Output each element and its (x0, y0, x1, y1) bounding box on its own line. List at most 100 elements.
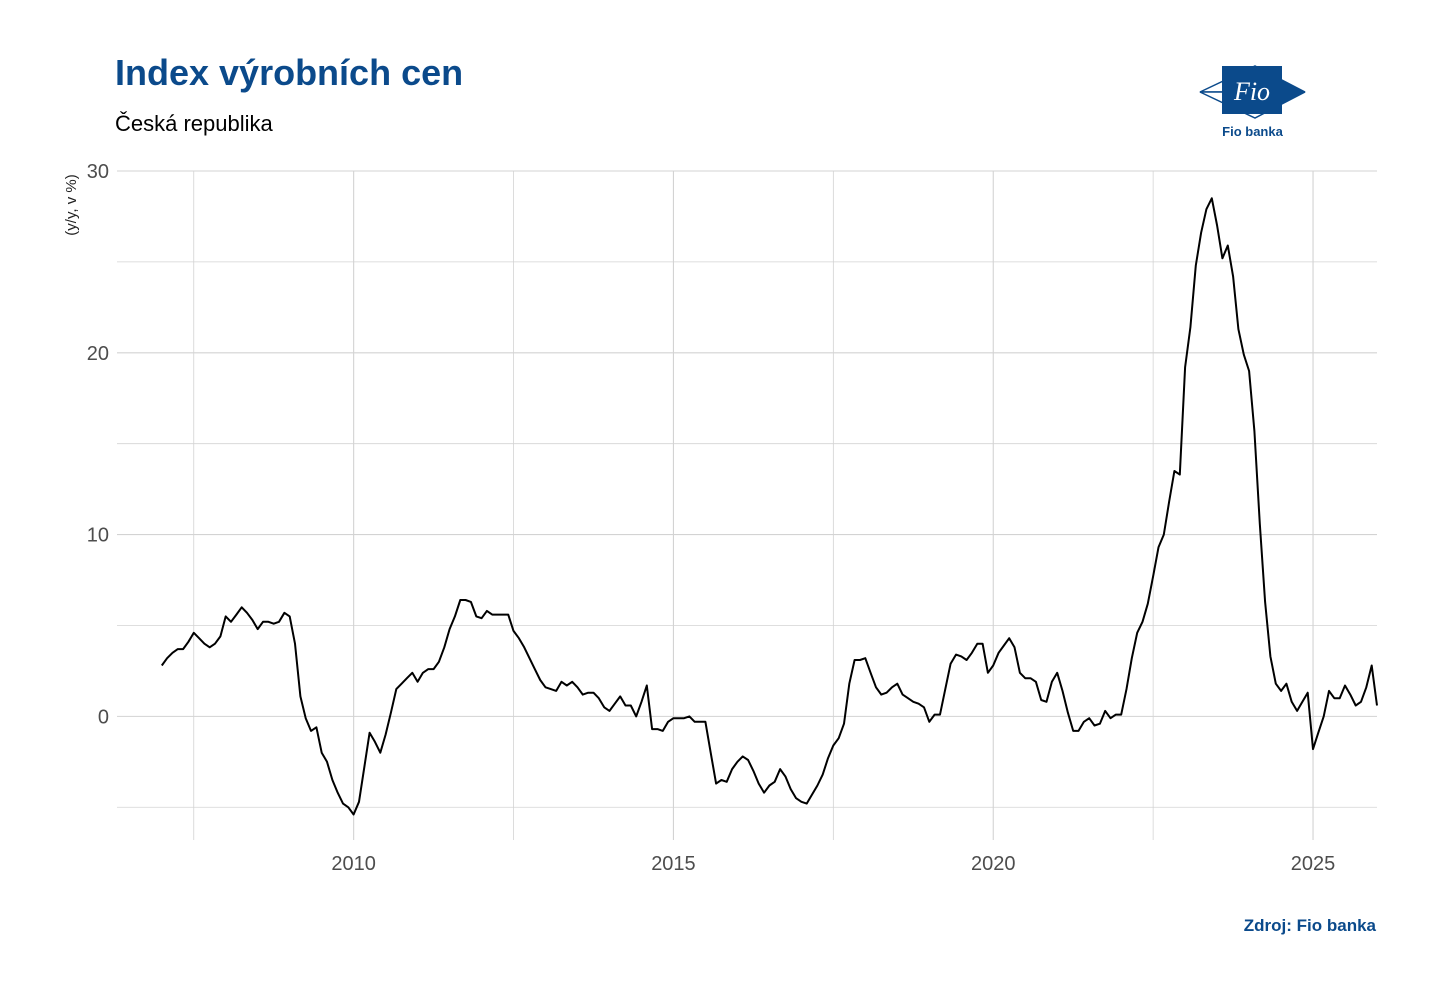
data-point (225, 615, 227, 617)
data-point (1163, 534, 1165, 536)
data-point (278, 621, 280, 623)
data-point (486, 610, 488, 612)
data-point (1030, 677, 1032, 679)
data-point (651, 728, 653, 730)
chart-subtitle: Česká republika (115, 111, 273, 136)
data-point (1339, 697, 1341, 699)
data-point (577, 686, 579, 688)
data-point (646, 685, 648, 687)
data-point (609, 710, 611, 712)
y-tick-label: 0 (98, 706, 109, 728)
data-point (966, 659, 968, 661)
data-point (742, 755, 744, 757)
data-point (827, 757, 829, 759)
data-point (315, 726, 317, 728)
data-point (582, 694, 584, 696)
data-point (790, 788, 792, 790)
data-point (1142, 621, 1144, 623)
data-point (880, 694, 882, 696)
data-point (193, 632, 195, 634)
data-point (267, 621, 269, 623)
data-point (1280, 690, 1282, 692)
data-point (1040, 699, 1042, 701)
y-tick-label: 30 (87, 161, 109, 183)
data-point (838, 737, 840, 739)
data-point (699, 721, 701, 723)
data-point (795, 797, 797, 799)
data-point (752, 770, 754, 772)
data-point (1136, 632, 1138, 634)
data-point (518, 637, 520, 639)
data-point (449, 628, 451, 630)
data-point (1243, 354, 1245, 356)
data-points (161, 197, 1378, 815)
data-point (859, 659, 861, 661)
data-point (209, 646, 211, 648)
data-point (1264, 601, 1266, 603)
data-point (1205, 208, 1207, 210)
data-point (864, 657, 866, 659)
data-point (625, 705, 627, 707)
data-point (1291, 701, 1293, 703)
x-tick-label: 2020 (971, 853, 1016, 875)
data-point (800, 801, 802, 803)
chart-title: Index výrobních cen (115, 52, 464, 93)
data-point (715, 783, 717, 785)
data-point (177, 648, 179, 650)
data-point (454, 615, 456, 617)
data-point (641, 701, 643, 703)
data-point (523, 646, 525, 648)
data-point (438, 661, 440, 663)
data-point (955, 654, 957, 656)
data-point (214, 643, 216, 645)
logo-mark-text: Fio (1233, 77, 1270, 106)
data-point (561, 681, 563, 683)
data-point (843, 723, 845, 725)
data-point (688, 715, 690, 717)
data-point (657, 728, 659, 730)
data-point (219, 635, 221, 637)
data-point (1067, 712, 1069, 714)
data-point (257, 628, 259, 630)
data-point (635, 715, 637, 717)
data-point (1168, 501, 1170, 503)
data-point (784, 775, 786, 777)
data-point (1323, 715, 1325, 717)
data-point (289, 615, 291, 617)
data-point (1211, 197, 1213, 199)
data-point (1216, 225, 1218, 227)
x-tick-label: 2010 (331, 853, 376, 875)
data-point (1307, 692, 1309, 694)
y-axis-tick-labels: 0 10 20 30 (87, 161, 109, 728)
data-point (1003, 645, 1005, 647)
data-point (203, 643, 205, 645)
data-point (902, 694, 904, 696)
data-point (1376, 705, 1378, 707)
logo-caption: Fio banka (1222, 124, 1283, 139)
data-point (555, 690, 557, 692)
data-point (1349, 694, 1351, 696)
series-line (160, 197, 1378, 816)
data-point (262, 621, 264, 623)
data-point (1248, 370, 1250, 372)
data-point (369, 732, 371, 734)
data-point (1099, 723, 1101, 725)
data-point (918, 703, 920, 705)
data-point (763, 792, 765, 794)
x-tick-label: 2015 (651, 853, 696, 875)
data-point (1237, 328, 1239, 330)
data-point (1152, 575, 1154, 577)
data-point (161, 665, 163, 667)
data-point (294, 643, 296, 645)
data-point (923, 706, 925, 708)
fio-logo: Fio Fio banka (1195, 60, 1310, 142)
data-point (337, 792, 339, 794)
x-tick-label: 2025 (1291, 853, 1336, 875)
data-point (406, 677, 408, 679)
data-point (1158, 546, 1160, 548)
data-point (1344, 685, 1346, 687)
data-point (1184, 366, 1186, 368)
data-point (683, 717, 685, 719)
data-point (1126, 688, 1128, 690)
